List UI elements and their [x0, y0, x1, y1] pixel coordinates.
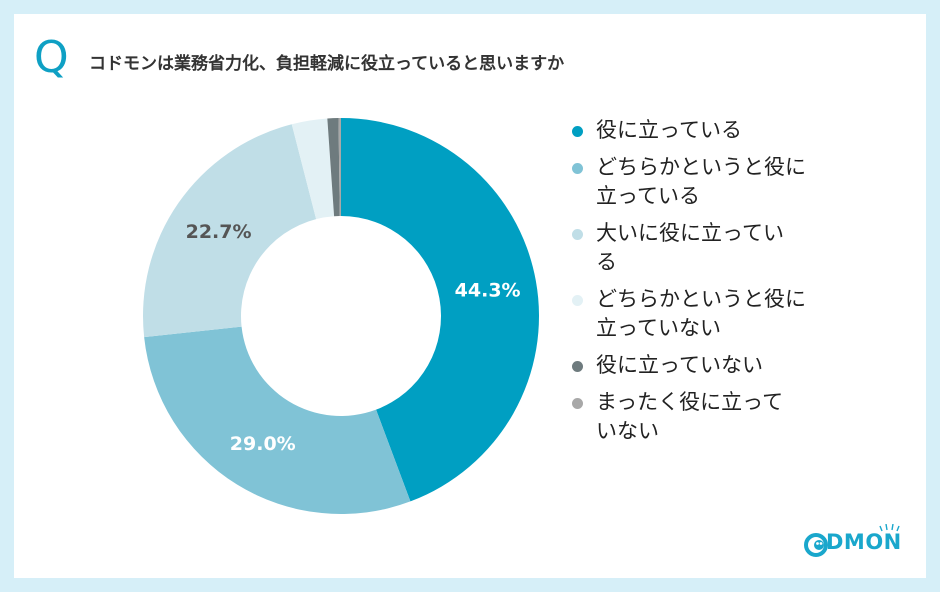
legend-label: どちらかというと役に	[596, 287, 806, 311]
slice-data-label-2: 22.7%	[186, 221, 252, 243]
legend-item: どちらかというと役に 立っている	[570, 153, 840, 211]
donut-slice-4	[327, 118, 340, 217]
legend-dot-icon	[572, 163, 583, 174]
slice-data-label-1: 29.0%	[230, 433, 296, 455]
legend-item: 大いに役に立っている	[570, 219, 840, 277]
legend-item: どちらかというと役に 立っていない	[570, 285, 840, 343]
donut-slices	[143, 118, 539, 514]
legend-dot-icon	[572, 398, 583, 409]
slice-data-label-0: 44.3%	[455, 279, 521, 301]
legend-dot-icon	[572, 126, 583, 137]
legend-item: まったく役に立って いない	[570, 388, 840, 446]
logo-text: DMON	[826, 530, 902, 554]
legend-label: いない	[596, 419, 659, 443]
legend-label: どちらかというと役に	[596, 155, 806, 179]
legend-label: 立っていない	[596, 316, 721, 340]
legend-dot-icon	[572, 295, 583, 306]
survey-card: Q コドモンは業務省力化、負担軽減に役立っていると思いますか 44.3% 29.0…	[14, 14, 926, 578]
codmon-face-logo-icon	[804, 533, 828, 557]
question-text: コドモンは業務省力化、負担軽減に役立っていると思いますか	[89, 54, 565, 74]
legend-label: 大いに役に立ってい	[596, 221, 784, 245]
legend-dot-icon	[572, 229, 583, 240]
legend-item: 役に立っていない	[570, 351, 840, 380]
donut-slice-3	[291, 118, 335, 220]
legend-label: 立っている	[596, 184, 700, 208]
donut-chart: 44.3% 29.0% 22.7%	[143, 118, 539, 514]
codmon-logo: DMON	[804, 524, 914, 558]
logo-sparkle-icon	[879, 524, 900, 532]
legend-dot-icon	[572, 361, 583, 372]
question-mark-icon: Q	[34, 32, 69, 83]
donut-data-labels: 44.3% 29.0% 22.7%	[186, 221, 521, 455]
donut-slice-5	[338, 118, 341, 217]
donut-slice-1	[144, 326, 411, 514]
donut-slice-2	[143, 124, 317, 338]
legend-label: まったく役に立って	[596, 390, 784, 414]
legend-label: 役に立っている	[596, 118, 742, 142]
legend-label: る	[596, 250, 617, 274]
donut-slice-0	[341, 118, 539, 502]
legend-label: 役に立っていない	[596, 353, 763, 377]
chart-legend: 役に立っている どちらかというと役に 立っている 大いに役に立っているどちらかというと…	[570, 116, 840, 454]
legend-item: 役に立っている	[570, 116, 840, 145]
